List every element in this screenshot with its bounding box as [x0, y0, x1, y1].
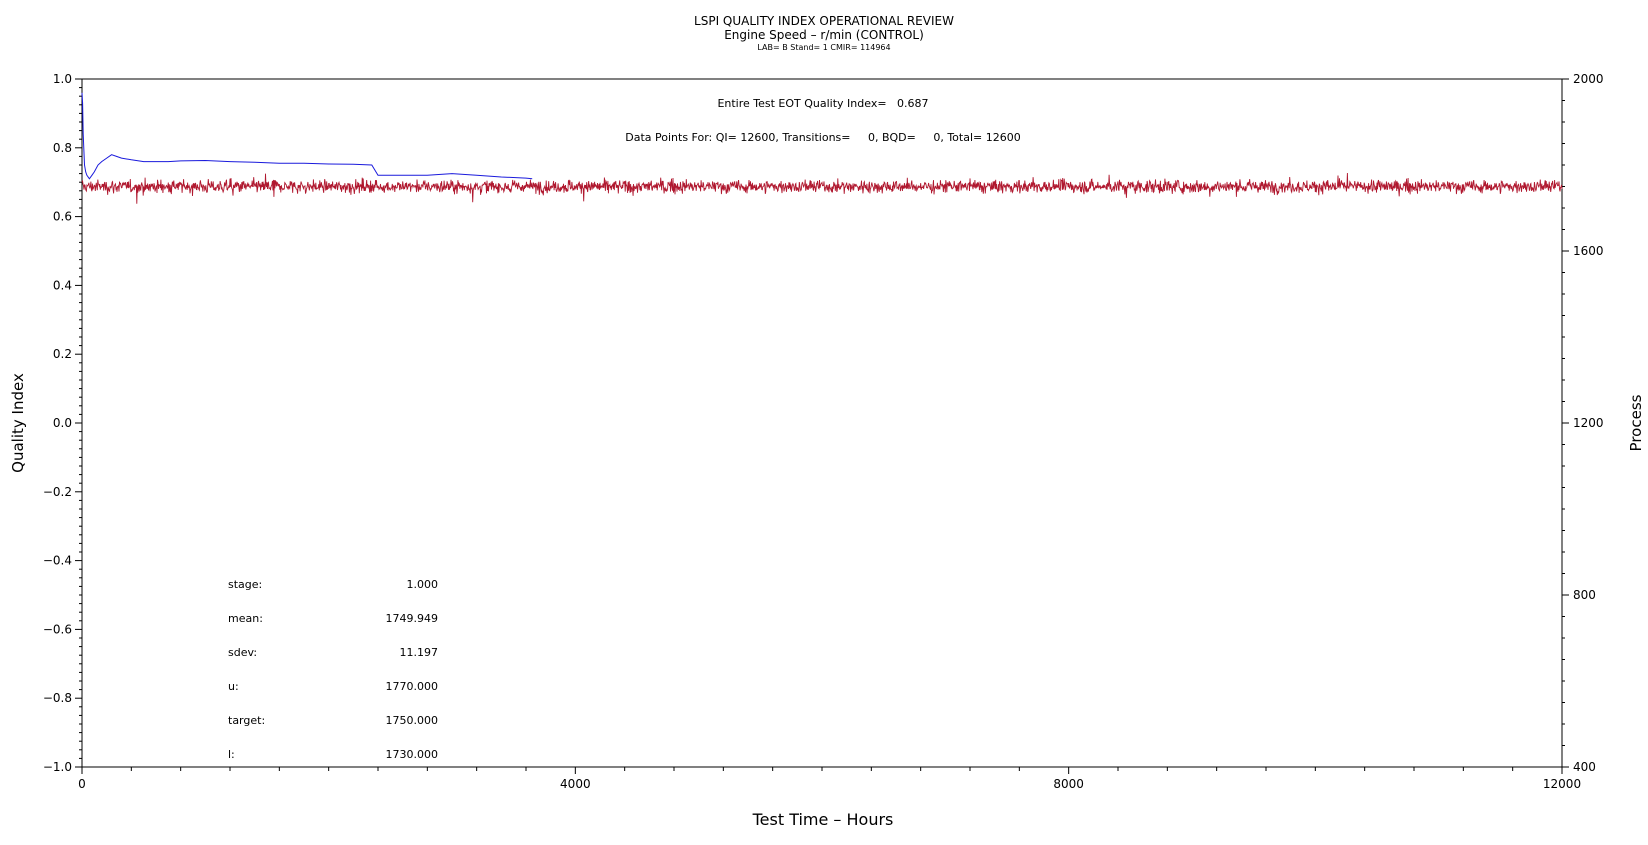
y-axis-label-left: Quality Index [9, 373, 27, 473]
y-tick-label: 0.4 [53, 278, 72, 292]
y-axis-right: 2000 1600 1200 800 400 [1562, 72, 1604, 774]
y2-tick-label: 400 [1573, 760, 1596, 774]
y2-tick-label: 800 [1573, 588, 1596, 602]
x-axis: 0 4000 8000 12000 [78, 767, 1581, 791]
annotation-quality-index: Entire Test EOT Quality Index= 0.687 [717, 97, 928, 110]
y-axis-left: 1.0 0.8 0.6 0.4 0.2 0.0 −0.2 −0.4 −0.6 −0.8 −1.0 [43, 72, 82, 774]
y-tick-label: 0.6 [53, 210, 72, 224]
x-tick-label: 4000 [560, 777, 591, 791]
stat-label: l: [228, 748, 235, 761]
y-axis-label-right: Process [1627, 394, 1645, 451]
x-tick-label: 12000 [1543, 777, 1581, 791]
y-tick-label: 1.0 [53, 72, 72, 86]
y-tick-label: −0.8 [43, 691, 72, 705]
y-tick-label: 0.2 [53, 347, 72, 361]
stat-label: u: [228, 680, 239, 693]
x-axis-label: Test Time – Hours [752, 810, 894, 829]
y-tick-label: −0.6 [43, 622, 72, 636]
stat-value: 1749.949 [386, 612, 439, 625]
y-tick-label: −0.4 [43, 554, 72, 568]
chart-title-block: LSPI QUALITY INDEX OPERATIONAL REVIEW En… [0, 14, 1648, 53]
stat-value: 1770.000 [386, 680, 439, 693]
y-tick-label: −0.2 [43, 485, 72, 499]
stat-label: mean: [228, 612, 263, 625]
quality-index-series-line [81, 92, 533, 180]
process-series-line [81, 172, 1563, 204]
y2-tick-label: 2000 [1573, 72, 1604, 86]
series-layer [81, 92, 1563, 204]
y2-tick-label: 1200 [1573, 416, 1604, 430]
y-tick-label: −1.0 [43, 760, 72, 774]
x-tick-label: 0 [78, 777, 86, 791]
y-tick-label: 0.8 [53, 141, 72, 155]
chart-title: LSPI QUALITY INDEX OPERATIONAL REVIEW [694, 14, 954, 28]
stat-label: target: [228, 714, 265, 727]
stat-label: stage: [228, 578, 262, 591]
annotation-data-points: Data Points For: QI= 12600, Transitions=… [625, 131, 1020, 144]
y-tick-label: 0.0 [53, 416, 72, 430]
stat-value: 1.000 [407, 578, 439, 591]
stats-block: stage: 1.000 mean: 1749.949 sdev: 11.197 u: 177… [228, 578, 438, 761]
chart-subtitle: Engine Speed – r/min (CONTROL) [724, 28, 924, 42]
x-tick-label: 8000 [1053, 777, 1084, 791]
stat-value: 1730.000 [386, 748, 439, 761]
stat-value: 11.197 [400, 646, 439, 659]
stat-label: sdev: [228, 646, 257, 659]
stat-value: 1750.000 [386, 714, 439, 727]
chart-subtitle-meta: LAB= B Stand= 1 CMIR= 114964 [757, 43, 891, 52]
y2-tick-label: 1600 [1573, 244, 1604, 258]
